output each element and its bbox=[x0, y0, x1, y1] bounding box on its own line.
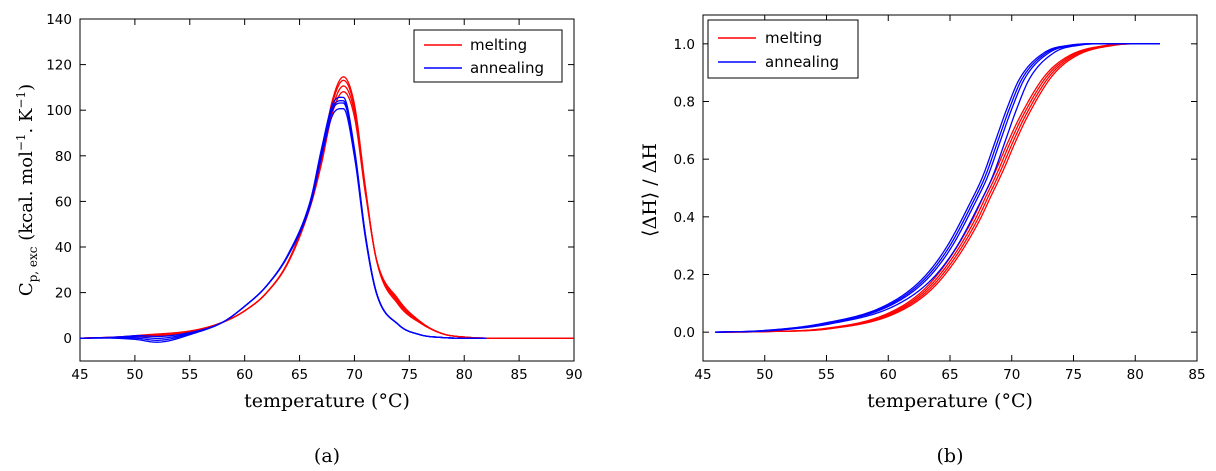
chart-b-line-melting-4 bbox=[715, 43, 1160, 333]
chart-a-xtick-label: 90 bbox=[565, 367, 582, 383]
chart-b-ylabel: ⟨ΔH⟩ / ΔH bbox=[639, 143, 661, 237]
chart-a-xlabel: temperature (°C) bbox=[244, 390, 410, 412]
chart-b-line-annealing-3 bbox=[715, 43, 1160, 333]
chart-a-xtick-label: 70 bbox=[346, 367, 363, 383]
chart-a-line-annealing-3 bbox=[79, 102, 487, 340]
chart-b-line-melting-3 bbox=[715, 43, 1160, 333]
chart-a-ytick-label: 120 bbox=[46, 58, 72, 74]
chart-a-ytick-label: 40 bbox=[55, 240, 72, 256]
chart-b-xtick-label: 80 bbox=[1127, 367, 1144, 383]
chart-a-line-melting-1 bbox=[79, 76, 574, 339]
chart-b-panel-label: (b) bbox=[937, 445, 964, 467]
chart-b-xtick-label: 45 bbox=[694, 367, 711, 383]
chart-b-xtick-label: 75 bbox=[1065, 367, 1082, 383]
chart-a: 45 50 55 60 65 70 75 80 85 90 0 20 40 60 80 100 120 140 C… bbox=[14, 12, 583, 467]
chart-a-ytick-label: 20 bbox=[55, 286, 72, 302]
chart-b-ytick-label: 0.0 bbox=[674, 325, 695, 341]
chart-a-line-annealing-1 bbox=[79, 96, 487, 343]
chart-b-line-melting-2 bbox=[715, 43, 1160, 333]
chart-a-legend-label-annealing: annealing bbox=[470, 59, 544, 77]
chart-b-xtick-label: 85 bbox=[1188, 367, 1205, 383]
chart-a-xtick-label: 80 bbox=[456, 367, 473, 383]
chart-a-xtick-label: 45 bbox=[71, 367, 88, 383]
chart-b-legend-label-annealing: annealing bbox=[765, 53, 839, 71]
chart-b-lines bbox=[715, 43, 1160, 333]
chart-b-legend-box bbox=[707, 19, 859, 79]
chart-b-legend-label-melting: melting bbox=[765, 29, 822, 47]
chart-a-ytick-label: 60 bbox=[55, 194, 72, 210]
chart-a-line-melting-4 bbox=[79, 91, 574, 339]
chart-a-xtick-label: 50 bbox=[126, 367, 143, 383]
chart-a-xtick-label: 60 bbox=[236, 367, 253, 383]
chart-b-ytick-label: 0.6 bbox=[674, 152, 695, 168]
chart-a-ylabel: Cp, exc (kcal. mol−1. K−1) bbox=[14, 84, 40, 296]
chart-b-legend: melting annealing bbox=[707, 19, 859, 79]
chart-b-line-annealing-1 bbox=[715, 43, 1160, 333]
chart-b: 45 50 55 60 65 70 75 80 85 0.0 0.2 0.4 0.6 0.8 1.0 ⟨ΔH… bbox=[639, 14, 1206, 467]
chart-b-xlabel: temperature (°C) bbox=[867, 390, 1033, 412]
chart-b-xtick-label: 70 bbox=[1003, 367, 1020, 383]
chart-a-ytick-label: 0 bbox=[63, 331, 72, 347]
chart-b-xtick-label: 55 bbox=[818, 367, 835, 383]
chart-a-panel-label: (a) bbox=[314, 445, 340, 467]
chart-b-ytick-label: 0.2 bbox=[674, 268, 695, 284]
chart-a-lines bbox=[79, 76, 574, 343]
chart-b-ytick-label: 0.4 bbox=[674, 210, 695, 226]
chart-b-ticks: 45 50 55 60 65 70 75 80 85 0.0 0.2 0.4 0.6 0.8 1.0 bbox=[674, 15, 1206, 383]
chart-a-line-melting-2 bbox=[79, 79, 574, 339]
chart-a-legend: melting annealing bbox=[413, 29, 563, 83]
chart-b-xtick-label: 65 bbox=[941, 367, 958, 383]
chart-a-ytick-label: 80 bbox=[55, 149, 72, 165]
chart-a-legend-box bbox=[413, 29, 563, 83]
chart-a-ytick-label: 100 bbox=[46, 103, 72, 119]
chart-a-xtick-label: 65 bbox=[291, 367, 308, 383]
chart-a-xtick-label: 75 bbox=[401, 367, 418, 383]
chart-b-xtick-label: 60 bbox=[880, 367, 897, 383]
chart-a-line-annealing-2 bbox=[79, 100, 487, 341]
chart-a-ticks: 45 50 55 60 65 70 75 80 85 90 0 20 40 60 80 100 120 140 bbox=[46, 12, 582, 383]
chart-b-line-annealing-4 bbox=[715, 43, 1160, 333]
chart-b-ytick-label: 1.0 bbox=[674, 37, 695, 53]
chart-b-line-annealing-2 bbox=[715, 43, 1160, 333]
chart-a-line-annealing-4 bbox=[79, 108, 487, 339]
chart-b-xtick-label: 50 bbox=[756, 367, 773, 383]
chart-a-plot-frame bbox=[79, 18, 575, 362]
chart-a-xtick-label: 85 bbox=[511, 367, 528, 383]
chart-a-xtick-label: 55 bbox=[181, 367, 198, 383]
chart-b-line-melting-1 bbox=[715, 43, 1160, 333]
chart-a-ytick-label: 140 bbox=[46, 12, 72, 28]
chart-b-ytick-label: 0.8 bbox=[674, 95, 695, 111]
chart-a-legend-label-melting: melting bbox=[470, 36, 527, 54]
